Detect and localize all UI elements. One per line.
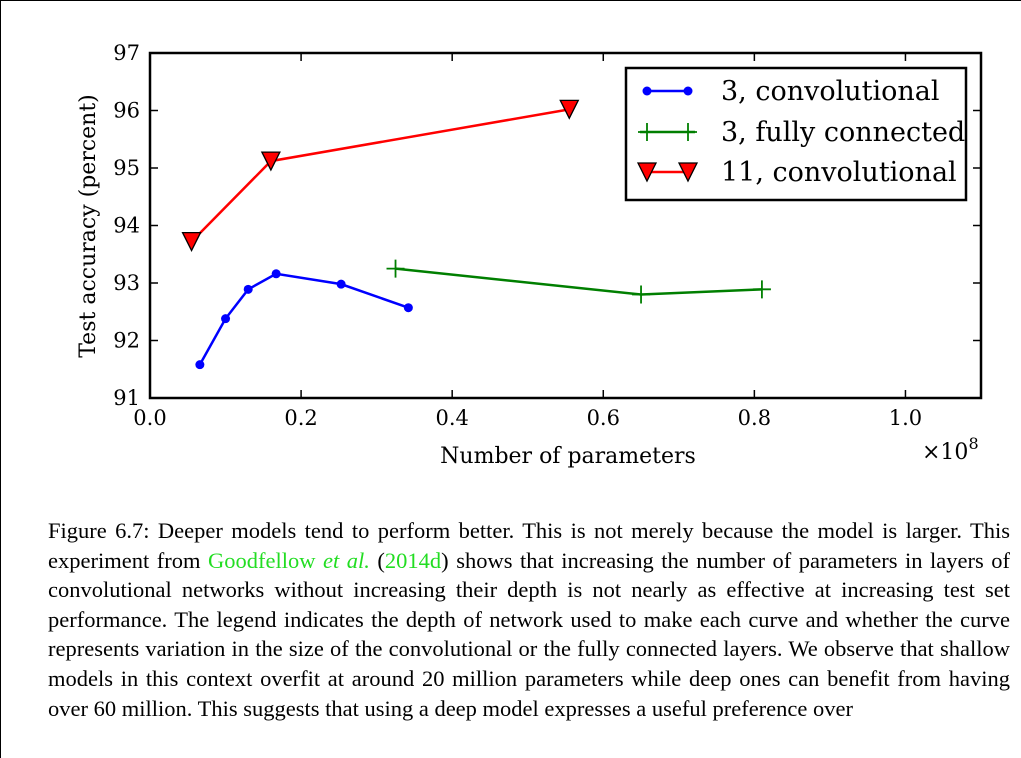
- legend-label-series-2: 11, convolutional: [721, 157, 957, 188]
- caption-text: Deeper models tend to perform better. Th…: [48, 518, 1011, 573]
- citation-author: Goodfellow: [208, 547, 324, 573]
- x-tick-label: 0.6: [587, 406, 620, 430]
- figure-label: Figure 6.7:: [48, 518, 150, 543]
- x-tick-label: 0.0: [133, 406, 166, 430]
- x-tick-label: 0.4: [435, 406, 468, 430]
- data-point-circle: [403, 303, 413, 313]
- legend-marker-series-1: [638, 123, 656, 141]
- legend-marker-series-1: [679, 123, 697, 141]
- y-tick-label: 93: [113, 271, 140, 295]
- series-layer: [181, 99, 771, 370]
- page-frame-top: [0, 0, 1021, 1]
- caption-text-continued: shows that increasing the number of para…: [48, 547, 1010, 721]
- citation-paren-open: (: [369, 547, 385, 573]
- x-axis-multiplier-base: ×10: [922, 440, 968, 465]
- legend-marker-series-0: [642, 86, 652, 96]
- x-tick-label: 0.2: [284, 406, 317, 430]
- citation-year-link[interactable]: 2014d: [384, 547, 442, 573]
- legend-label-series-0: 3, convolutional: [721, 76, 940, 107]
- data-point-circle: [271, 269, 281, 279]
- plot-area-frame: [148, 51, 983, 400]
- data-point-triangle: [559, 99, 580, 120]
- citation-etal: et al.: [323, 547, 370, 573]
- data-point-circle: [243, 284, 253, 294]
- axis-ticks: 0.0 0.2 0.4 0.6 0.8 1.0 91 92 93 94 95 96 97: [113, 41, 981, 430]
- y-tick-label: 95: [113, 156, 140, 180]
- page-frame-left: [0, 0, 1, 758]
- data-point-plus: [632, 285, 651, 304]
- legend: 3, convolutional 3, fully connected 11, …: [624, 66, 968, 202]
- legend-marker-series-2: [677, 162, 699, 183]
- y-tick-label: 97: [113, 41, 140, 65]
- y-tick-label: 91: [113, 386, 140, 410]
- citation-paren-close: ): [441, 547, 449, 573]
- data-point-triangle: [181, 231, 202, 253]
- citation-link[interactable]: Goodfellow et al.: [208, 548, 370, 573]
- legend-label-series-1: 3, fully connected: [721, 117, 965, 148]
- x-tick-label: 0.8: [738, 406, 771, 430]
- data-point-triangle: [260, 151, 281, 172]
- y-axis-title: Test accuracy (percent): [76, 94, 101, 358]
- x-axis-multiplier: ×108: [922, 434, 979, 465]
- x-tick-label: 1.0: [889, 406, 922, 430]
- line-chart: 0.0 0.2 0.4 0.6 0.8 1.0 91 92 93 94 95 96 97 Test ac…: [76, 41, 983, 469]
- legend-marker-series-0: [683, 86, 693, 96]
- series-line-1: [395, 267, 762, 296]
- x-axis-multiplier-exponent: 8: [968, 434, 978, 453]
- data-point-circle: [336, 279, 346, 289]
- data-point-circle: [221, 314, 231, 324]
- series-line-0: [198, 272, 409, 366]
- y-tick-label: 94: [113, 214, 140, 238]
- data-point-plus: [386, 259, 405, 278]
- y-tick-label: 96: [113, 99, 140, 123]
- figure-caption: Figure 6.7: Deeper models tend to perfor…: [48, 516, 1010, 723]
- legend-marker-series-2: [636, 162, 658, 183]
- data-point-plus: [752, 280, 771, 299]
- y-tick-label: 92: [113, 329, 140, 353]
- data-point-circle: [195, 360, 205, 370]
- series-line-2: [190, 108, 570, 243]
- x-axis-title: Number of parameters: [440, 444, 696, 469]
